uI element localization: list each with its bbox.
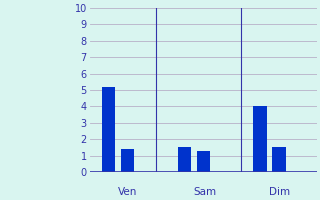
Bar (196, 151, 210, 172)
Bar (178, 147, 191, 172)
Bar (253, 106, 267, 172)
Text: Sam: Sam (194, 187, 217, 197)
Text: Dim: Dim (269, 187, 291, 197)
Text: Ven: Ven (118, 187, 137, 197)
Bar (121, 149, 134, 172)
Bar (102, 87, 115, 172)
Bar (272, 147, 285, 172)
